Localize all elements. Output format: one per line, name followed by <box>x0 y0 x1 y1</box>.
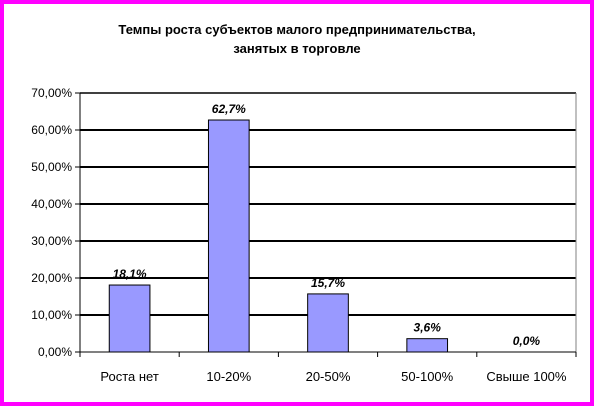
x-category-label: Свыше 100% <box>486 369 567 384</box>
y-tick-label: 70,00% <box>31 86 72 100</box>
data-label: 3,6% <box>414 321 442 335</box>
y-tick-label: 40,00% <box>31 197 72 211</box>
y-tick-label: 10,00% <box>31 308 72 322</box>
data-label: 15,7% <box>311 276 345 290</box>
bar <box>108 284 151 353</box>
bar <box>406 338 449 353</box>
bar <box>207 119 250 353</box>
x-category-label: 20-50% <box>306 369 351 384</box>
chart-title: Темпы роста субъектов малого предпринима… <box>0 20 594 58</box>
x-category-label: Роста нет <box>100 369 158 384</box>
data-label: 18,1% <box>113 267 147 281</box>
data-label: 0,0% <box>513 334 541 348</box>
y-tick-label: 50,00% <box>31 160 72 174</box>
y-tick-label: 20,00% <box>31 271 72 285</box>
y-tick-label: 0,00% <box>38 345 72 359</box>
chart-title-line-2: занятых в торговле <box>233 41 361 56</box>
y-tick-label: 60,00% <box>31 123 72 137</box>
data-label: 62,7% <box>212 102 246 116</box>
x-category-label: 50-100% <box>401 369 453 384</box>
bar <box>307 293 349 353</box>
y-tick-label: 30,00% <box>31 234 72 248</box>
x-category-label: 10-20% <box>206 369 251 384</box>
chart-title-line-1: Темпы роста субъектов малого предпринима… <box>118 22 476 37</box>
